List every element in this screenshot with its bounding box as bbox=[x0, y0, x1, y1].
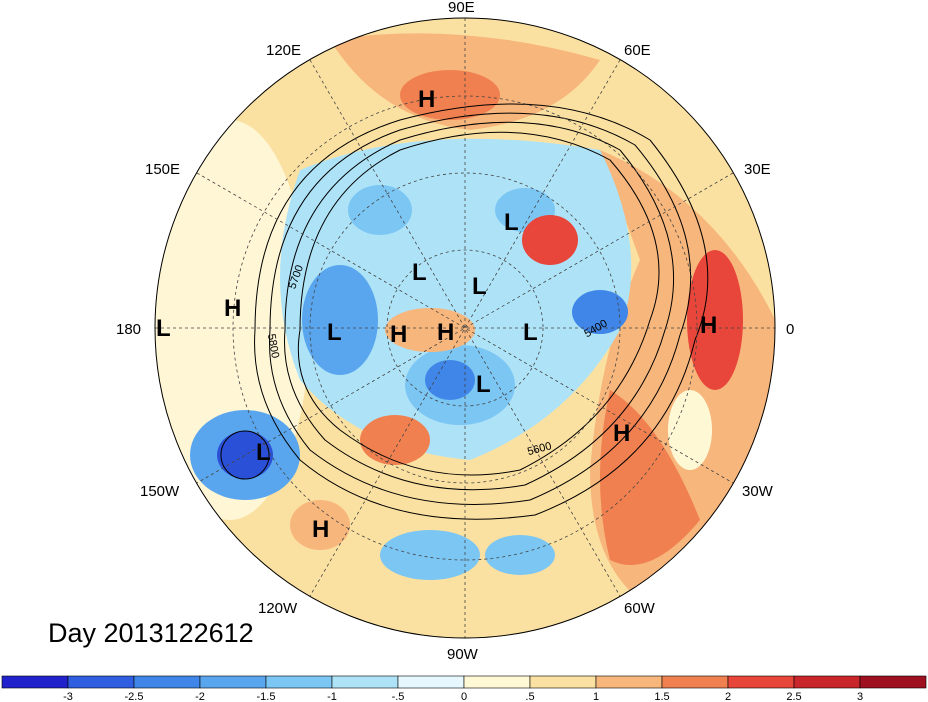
lon-label-30w: 30W bbox=[742, 483, 774, 500]
pressure-system-label: L bbox=[156, 315, 171, 342]
lon-label-90e: 90E bbox=[448, 0, 475, 16]
warm-region-siberia-core bbox=[400, 70, 500, 120]
colorbar-tick-label: .5 bbox=[525, 691, 534, 702]
meridian-150e-30w bbox=[196, 172, 734, 484]
colorbar-swatch bbox=[793, 675, 861, 689]
lon-label-120e: 120E bbox=[266, 42, 301, 59]
lon-label-120w: 120W bbox=[258, 600, 298, 617]
cold-region-canada-core bbox=[425, 360, 475, 400]
lon-label-150w: 150W bbox=[140, 483, 180, 500]
map-boundary bbox=[154, 17, 776, 639]
longitude-labels: 90E 120E 60E 150E 30E 180 0 150W 30W 120… bbox=[116, 0, 794, 663]
contour-5800 bbox=[254, 103, 709, 520]
colorbar-swatch bbox=[397, 675, 465, 689]
pressure-system-label: L bbox=[476, 371, 491, 398]
pressure-systems: H L L L H L L H H L L H H L H bbox=[156, 86, 717, 543]
colorbar-swatch bbox=[661, 675, 729, 689]
very-cold-region-pacific bbox=[217, 431, 273, 479]
colorbar-swatch bbox=[1, 675, 69, 689]
colorbar-tick-label: -1 bbox=[327, 691, 337, 702]
day-label: Day 2013122612 bbox=[48, 618, 254, 648]
pressure-system-label: H bbox=[390, 321, 407, 348]
colorbar-tick-label: -3 bbox=[63, 691, 73, 702]
pressure-system-label: H bbox=[613, 420, 630, 447]
warm-region-pole bbox=[385, 308, 475, 352]
pressure-system-label: L bbox=[327, 319, 342, 346]
colorbar-swatch bbox=[463, 675, 531, 689]
pressure-system-label: L bbox=[412, 259, 427, 286]
colorbar-tick-label: -1.5 bbox=[257, 691, 276, 702]
cold-region-east-siberia bbox=[348, 185, 412, 235]
colorbar-swatch bbox=[133, 675, 201, 689]
colorbar-swatch bbox=[529, 675, 597, 689]
lon-label-60w: 60W bbox=[624, 600, 656, 617]
pressure-system-label: L bbox=[504, 209, 519, 236]
colorbar-tick-label: -2.5 bbox=[125, 691, 144, 702]
colorbar-swatch bbox=[595, 675, 663, 689]
meridian-60e-120w bbox=[309, 59, 621, 597]
contour-label-5800: 5800 bbox=[265, 333, 281, 359]
meridian-30e-150w bbox=[196, 172, 734, 484]
lon-label-30e: 30E bbox=[744, 161, 771, 178]
colorbar-swatch bbox=[727, 675, 795, 689]
colorbar: -3 -2.5 -2 -1.5 -1 -.5 0 .5 1 1.5 2 2.5 3 bbox=[1, 675, 927, 702]
graticule bbox=[155, 18, 775, 638]
pressure-system-label: H bbox=[224, 295, 241, 322]
pressure-system-label: H bbox=[700, 312, 717, 339]
colorbar-tick-label: -.5 bbox=[392, 691, 405, 702]
lon-label-150e: 150E bbox=[145, 161, 180, 178]
lon-label-0: 0 bbox=[786, 321, 794, 338]
pressure-system-label: L bbox=[523, 319, 538, 346]
colorbar-swatch bbox=[331, 675, 399, 689]
lon-label-60e: 60E bbox=[624, 42, 651, 59]
contour-5700 bbox=[269, 112, 692, 505]
colorbar-swatch bbox=[265, 675, 333, 689]
colorbar-tick-label: 1.5 bbox=[654, 691, 669, 702]
colorbar-tick-label: 1 bbox=[593, 691, 599, 702]
colorbar-swatch bbox=[67, 675, 135, 689]
pressure-system-label: L bbox=[256, 439, 271, 466]
colorbar-tick-label: 2 bbox=[725, 691, 731, 702]
contour-5600 bbox=[284, 121, 675, 491]
colorbar-tick-label: -2 bbox=[195, 691, 205, 702]
contour-pacific-low bbox=[220, 430, 270, 480]
lon-label-180: 180 bbox=[116, 321, 141, 338]
cold-region-dateline bbox=[302, 265, 378, 375]
pressure-system-label: H bbox=[418, 86, 435, 113]
hot-region-africa bbox=[687, 250, 743, 390]
warm-region-atlantic-core bbox=[600, 390, 700, 565]
contour-5400 bbox=[297, 131, 660, 476]
colorbar-swatch bbox=[859, 675, 927, 689]
lon-label-90w: 90W bbox=[447, 646, 479, 663]
warm-region-east-pacific bbox=[290, 500, 350, 550]
pressure-system-label: H bbox=[312, 516, 329, 543]
colorbar-tick-label: 0 bbox=[461, 691, 467, 702]
meridian-120e-60w bbox=[309, 59, 621, 597]
pressure-system-label: L bbox=[472, 273, 487, 300]
colorbar-swatch bbox=[199, 675, 267, 689]
cold-region-greenland bbox=[572, 290, 628, 334]
latitude-circle-inner bbox=[386, 249, 544, 407]
colorbar-tick-label: 2.5 bbox=[786, 691, 801, 702]
pressure-system-label: H bbox=[437, 319, 454, 346]
hot-region-kara bbox=[522, 215, 578, 265]
cool-region-caribbean bbox=[485, 535, 555, 575]
warm-region-north-america bbox=[360, 415, 430, 465]
colorbar-tick-label: 3 bbox=[857, 691, 863, 702]
neutral-region-africa bbox=[668, 390, 712, 470]
height-contours bbox=[220, 103, 709, 520]
cool-region-mexico bbox=[380, 530, 480, 580]
